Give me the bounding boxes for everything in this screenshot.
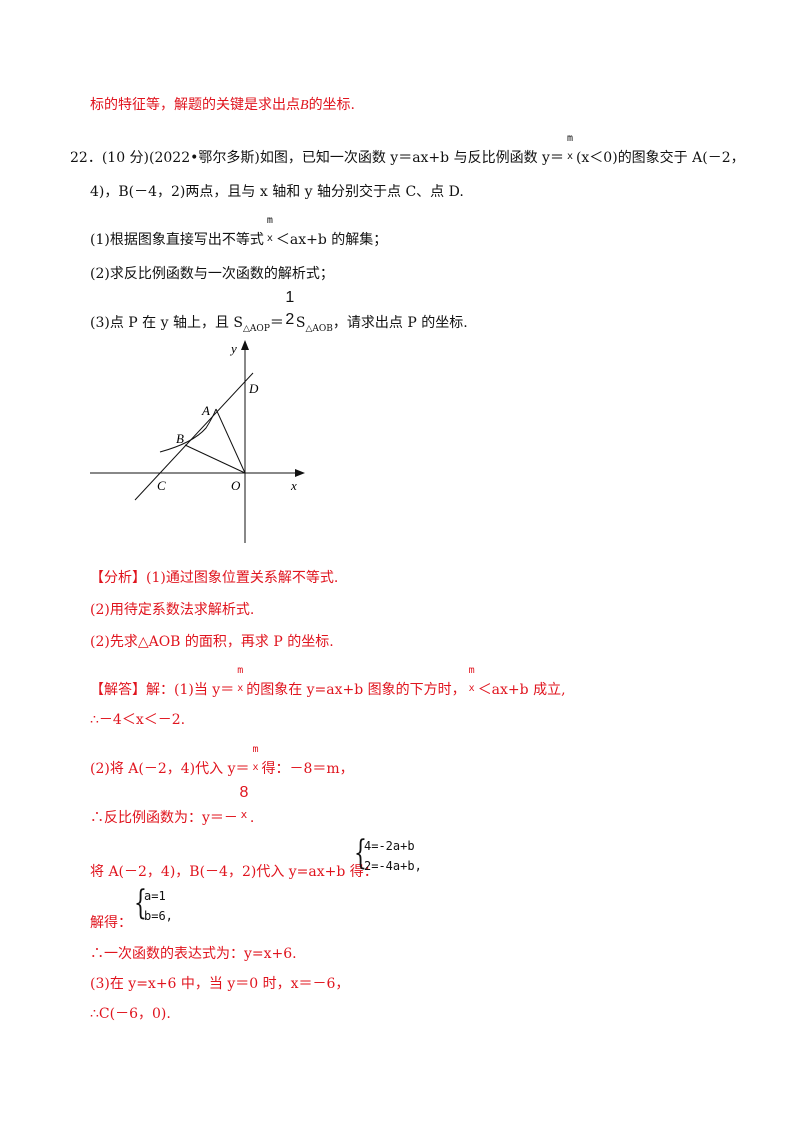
hyperbola-curve [159, 408, 217, 453]
label-d: D [248, 381, 259, 396]
solution-line-9: ∴C(－6，0). [90, 1006, 171, 1022]
analysis-line-1: 【分析】(1)通过图象位置关系解不等式. [90, 570, 339, 586]
problem-line-1: 22．(10 分)(2022•鄂尔多斯)如图，已知一次函数 y＝ax+b 与反比… [70, 133, 745, 167]
solution-line-8: (3)在 y=x+6 中，当 y＝0 时，x＝－6， [90, 976, 350, 992]
solution-line-7: ∴一次函数的表达式为：y=x+6. [90, 946, 297, 962]
solution-line-4: ∴反比例函数为：y＝－ 8 x. [90, 784, 255, 827]
problem-source: (10 分)(2022•鄂尔多斯) [101, 150, 260, 166]
equation-system-1: { 4=-2a+b 2=-4a+b, [354, 833, 422, 873]
coordinate-figure: y D A B C O x [90, 340, 305, 543]
solution-line-1: 【解答】解：(1)当 y＝ m x 的图象在 y=ax+b 图象的下方时， m x ＜ax+… [90, 665, 566, 699]
analysis-tag: 【分析】 [90, 570, 146, 586]
x-axis-arrow [295, 469, 305, 477]
segment-oa [215, 408, 246, 474]
problem-line-2: 4)，B(－4，2)两点，且与 x 轴和 y 轴分别交于点 C、点 D. [90, 184, 464, 200]
analysis-line-2: (2)用待定系数法求解析式. [90, 602, 255, 618]
label-a: A [201, 403, 210, 418]
question-2: (2)求反比例函数与一次函数的解析式； [90, 266, 334, 282]
label-o: O [231, 478, 241, 493]
label-b: B [176, 431, 184, 446]
problem-number: 22． [70, 150, 102, 166]
solution-line-2: ∴－4＜x＜－2. [90, 712, 186, 728]
analysis-line-3: (2)先求△AOB 的面积，再求 P 的坐标. [90, 634, 334, 650]
question-3: (3)点 P 在 y 轴上，且 S△AOP＝ 1 2 S△AOB，请求出点 P 的坐标… [90, 289, 468, 334]
label-c: C [157, 478, 166, 493]
equation-system-2: { a=1 b=6, [134, 883, 173, 923]
segment-ob [184, 444, 246, 474]
y-axis-arrow [241, 340, 249, 350]
solution-line-5: 将 A(－2，4)，B(－4，2)代入 y=ax+b 得： [90, 864, 378, 880]
question-1: (1)根据图象直接写出不等式 m x ＜ax+b 的解集； [90, 215, 388, 249]
label-x: x [290, 478, 297, 493]
label-y: y [229, 341, 237, 356]
solution-tag: 【解答】 [90, 682, 146, 698]
solution-line-6: 解得： [90, 915, 132, 931]
solution-line-3: (2)将 A(－2，4)代入 y＝ m x 得：－8＝m， [90, 744, 354, 778]
header-line: 标的特征等，解题的关键是求出点B的坐标. [90, 97, 356, 113]
linear-function-line [134, 372, 254, 501]
